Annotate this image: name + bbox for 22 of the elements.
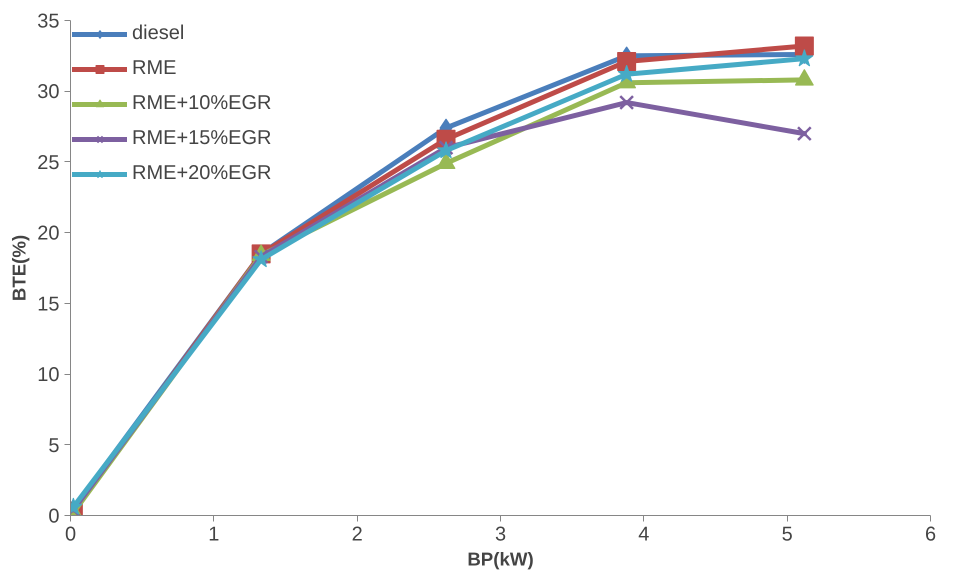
x-tick-label: 4 (638, 524, 650, 546)
y-tick-label: 20 (37, 222, 60, 245)
x-tick-label: 3 (494, 524, 506, 546)
x-tick-label: 1 (208, 524, 220, 546)
legend-label: RME+15%EGR (132, 127, 272, 150)
y-tick-label: 0 (48, 506, 60, 528)
x-tick-label: 0 (64, 524, 76, 546)
x-tick-label: 5 (782, 524, 793, 546)
y-tick-label: 30 (37, 81, 60, 104)
y-tick-label: 5 (48, 434, 60, 457)
legend-label: RME (132, 57, 176, 80)
y-tick-label: 25 (37, 152, 60, 174)
legend-label: RME+20%EGR (132, 162, 272, 185)
x-tick-label: 6 (924, 524, 936, 546)
y-tick-label: 35 (37, 10, 60, 32)
legend-label: diesel (132, 22, 184, 45)
y-tick-label: 15 (37, 293, 60, 316)
legend-label: RME+10%EGR (132, 92, 272, 115)
y-tick-label: 10 (37, 364, 60, 386)
x-tick-label: 2 (352, 524, 363, 546)
y-axis-title: BTE(%) (8, 234, 30, 302)
x-axis-title: BP(kW) (467, 548, 534, 570)
